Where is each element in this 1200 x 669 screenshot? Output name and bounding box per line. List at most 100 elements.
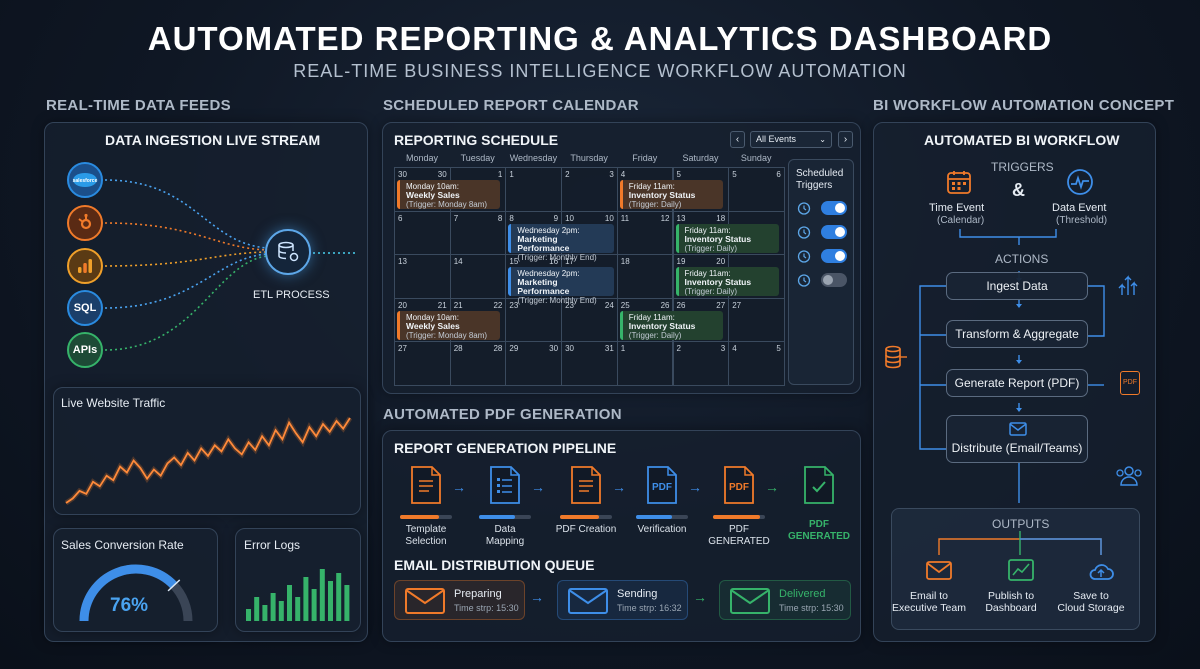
pipeline-step-label: PDF GENERATED (787, 519, 851, 542)
weekday-header: Monday (405, 153, 439, 163)
day-number: 17 (565, 257, 574, 267)
pdf-icon: PDF (646, 465, 678, 505)
section-title-feeds: REAL-TIME DATA FEEDS (46, 97, 231, 114)
traffic-title: Live Website Traffic (61, 396, 166, 410)
calendar-day-cell[interactable]: 27 (728, 297, 785, 343)
progress-fill (400, 515, 439, 519)
calendar-event[interactable]: Wednesday 2pm: Marketing Performance (Trig… (508, 267, 615, 305)
trigger-toggle[interactable] (821, 273, 847, 287)
conversion-card: Sales Conversion Rate 76% (53, 528, 218, 632)
action-generate-report[interactable]: Generate Report (PDF) (946, 369, 1088, 397)
email-queue-item[interactable]: Preparing Time strp: 15:30 (394, 580, 525, 620)
error-logs-title: Error Logs (244, 538, 301, 552)
day-number: 2 (565, 170, 570, 179)
calendar-day-cell[interactable]: 28 28 (449, 341, 507, 386)
calendar-day-cell[interactable]: 11 12 (616, 210, 674, 256)
page-subtitle: REAL-TIME BUSINESS INTELLIGENCE WORKFLOW… (293, 61, 907, 81)
day-number: 28 (493, 344, 503, 354)
salesforce-icon: salesforce (67, 162, 103, 198)
event-name: Inventory Status (684, 277, 752, 288)
day-number: 1 (620, 344, 626, 354)
api-label: APIs (72, 344, 98, 356)
gauge-needle (167, 579, 181, 592)
error-bar (328, 581, 333, 621)
calendar-day-cell[interactable]: 29 30 (505, 341, 563, 386)
error-bar (287, 585, 292, 621)
calendar-day-cell[interactable]: 27 (394, 341, 451, 386)
action-ingest-data[interactable]: Ingest Data (946, 272, 1088, 300)
sql-label: SQL (73, 302, 97, 314)
calendar-day-cell[interactable]: 18 (616, 254, 674, 299)
chevron-left-icon[interactable]: ‹ (730, 131, 745, 148)
event-name: Inventory Status (628, 320, 696, 331)
trigger-toggle[interactable] (821, 201, 847, 215)
error-bar (262, 605, 268, 621)
flow-line-analytics (104, 251, 268, 267)
error-logs-card: Error Logs (235, 528, 361, 632)
event-trigger: (Trigger: Daily) (684, 243, 738, 253)
progress-fill (713, 515, 760, 519)
chevron-right-icon[interactable]: › (838, 131, 853, 148)
triggers-title: Scheduled Triggers (796, 168, 844, 191)
calendar-event[interactable]: Friday 11am: Inventory Status (Trigger: Da… (619, 310, 723, 340)
email-queue-item[interactable]: Delivered Time strp: 15:30 (719, 580, 851, 620)
calendar-day-cell[interactable]: 14 (449, 254, 507, 299)
day-number: 6 (776, 170, 781, 179)
email-status: Preparing (454, 588, 502, 600)
day-number: 4 (732, 344, 737, 354)
email-status: Delivered (779, 588, 826, 600)
calendar-day-cell[interactable]: 6 (394, 210, 451, 256)
day-number: 8 (509, 213, 514, 223)
time-event-label: Time Event (929, 202, 985, 214)
calendar-event[interactable]: Friday 11am: Inventory Status (Trigger: Da… (675, 223, 779, 253)
calendar-day-cell[interactable]: 1 (505, 167, 563, 212)
ingestion-flow (104, 179, 357, 351)
trigger-toggle[interactable] (821, 225, 847, 239)
day-number: 5 (732, 170, 737, 179)
calendar-day-cell[interactable]: 13 (394, 254, 451, 299)
time-event-sub: (Calendar) (937, 215, 985, 226)
flow-line-hubspot (104, 222, 268, 251)
envelope-icon (568, 588, 608, 619)
action-distribute[interactable]: Distribute (Email/Teams) (946, 415, 1088, 463)
toggle-knob (835, 251, 845, 261)
event-name: Weekly Sales (406, 190, 460, 200)
event-filter-select[interactable]: All Events ⌄ (750, 131, 832, 148)
day-number: 25 (620, 300, 630, 310)
progress-track (479, 515, 531, 519)
error-bar (344, 585, 350, 621)
svg-text:PDF: PDF (652, 482, 672, 493)
calendar-event[interactable]: Friday 11am: Inventory Status (Trigger: Da… (675, 267, 779, 297)
action-transform[interactable]: Transform & Aggregate (946, 320, 1088, 348)
pdf-panel: REPORT GENERATION PIPELINE Template Sele… (382, 430, 861, 642)
weekday-header: Friday (632, 153, 658, 163)
day-number: 11 (620, 213, 630, 223)
event-trigger: (Trigger: Monthly End) (517, 252, 597, 262)
day-number: 30 (398, 170, 407, 179)
calendar-day-cell[interactable]: 1 (616, 341, 674, 386)
alarm-icon (797, 201, 811, 215)
calendar-title: REPORTING SCHEDULE (394, 132, 559, 148)
calendar-event[interactable]: Monday 10am: Weekly Sales (Trigger: Monday… (397, 310, 501, 340)
calendar-event[interactable]: Monday 10am: Weekly Sales (Trigger: Monday… (397, 180, 501, 209)
email-queue-item[interactable]: Sending Time strp: 16:32 (557, 580, 688, 620)
calendar-day-cell[interactable]: 30 31 (561, 341, 618, 386)
event-filter-value: All Events (756, 134, 797, 144)
pipeline-step-label: PDF GENERATED (708, 524, 770, 547)
day-number: 4 (620, 170, 626, 179)
error-bar (295, 597, 301, 621)
output-label-line2: Dashboard (985, 602, 1037, 614)
output-label-line2: Executive Team (892, 602, 966, 614)
day-number: 27 (716, 300, 726, 310)
calendar-day-cell[interactable]: 23 24 (561, 297, 618, 343)
calendar-event[interactable]: Wednesday 2pm: Marketing Performance (Trig… (508, 223, 615, 262)
calendar-event[interactable]: Friday 11am: Inventory Status (Trigger: Da… (619, 180, 723, 209)
trigger-toggle[interactable] (821, 249, 847, 263)
chevron-down-icon: ⌄ (819, 135, 826, 144)
page-title: AUTOMATED REPORTING & ANALYTICS DASHBOAR… (147, 20, 1053, 57)
